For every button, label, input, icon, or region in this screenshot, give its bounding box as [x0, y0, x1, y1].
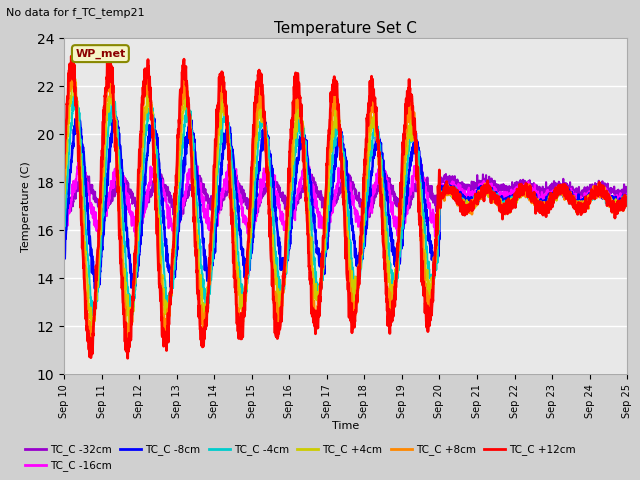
Text: WP_met: WP_met [76, 48, 125, 59]
X-axis label: Time: Time [332, 421, 359, 431]
Title: Temperature Set C: Temperature Set C [274, 21, 417, 36]
Legend: TC_C -32cm, TC_C -16cm, TC_C -8cm, TC_C -4cm, TC_C +4cm, TC_C +8cm, TC_C +12cm: TC_C -32cm, TC_C -16cm, TC_C -8cm, TC_C … [21, 440, 580, 476]
Y-axis label: Temperature (C): Temperature (C) [21, 161, 31, 252]
Text: No data for f_TC_temp21: No data for f_TC_temp21 [6, 7, 145, 18]
